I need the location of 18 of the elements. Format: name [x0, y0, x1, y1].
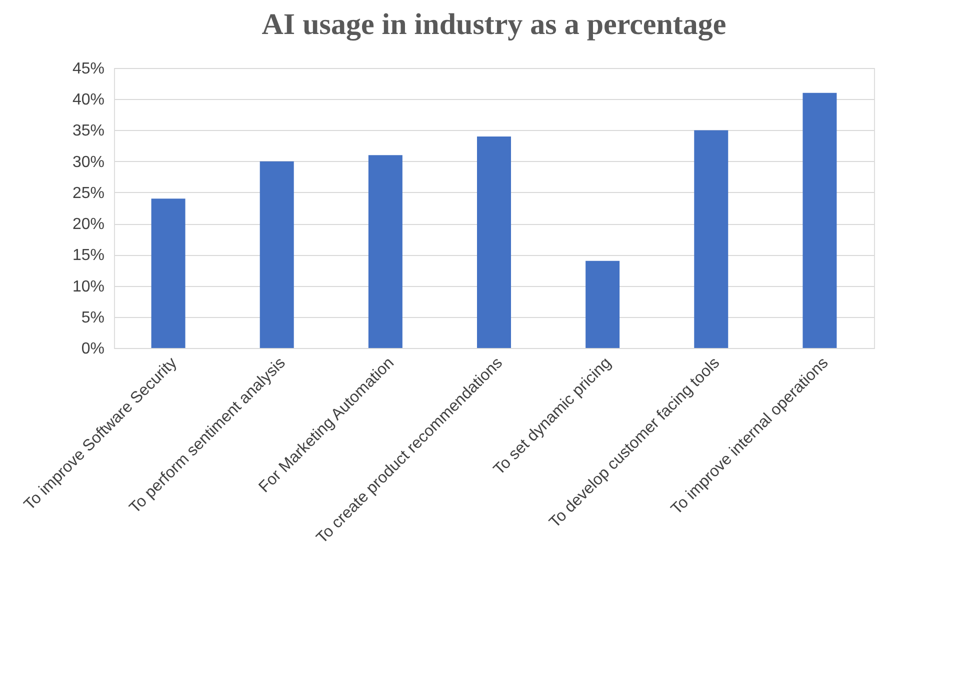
y-tick-label: 5%	[81, 309, 104, 326]
y-tick-label: 40%	[72, 92, 104, 109]
y-tick-label: 15%	[72, 247, 104, 264]
chart-title: AI usage in industry as a percentage	[262, 8, 726, 41]
y-tick-label: 0%	[81, 340, 104, 358]
y-tick-label: 35%	[72, 122, 104, 140]
y-tick-label: 20%	[72, 216, 104, 234]
bar	[802, 92, 837, 348]
bar	[586, 260, 620, 348]
bar	[694, 130, 728, 348]
y-tick-label: 30%	[72, 154, 104, 171]
bar	[260, 161, 294, 348]
bar	[477, 136, 511, 348]
bar	[151, 198, 186, 348]
y-tick-label: 10%	[72, 278, 104, 296]
bar	[368, 155, 402, 348]
y-tick-label: 25%	[72, 184, 104, 202]
y-tick-label: 45%	[72, 60, 104, 78]
